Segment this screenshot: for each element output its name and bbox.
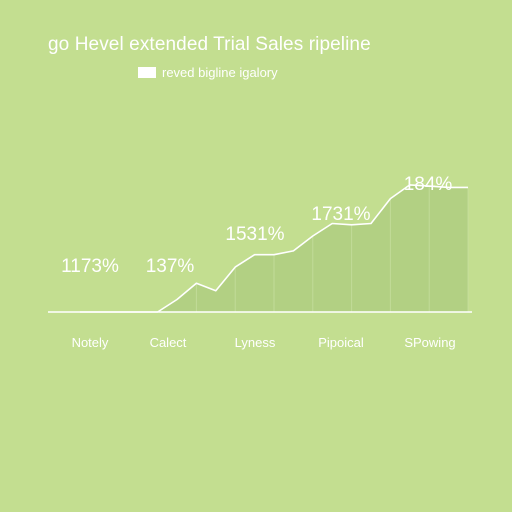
data-label: 184%: [404, 174, 453, 195]
x-tick-label: SPowing: [404, 335, 455, 350]
plot-layer: [48, 184, 472, 313]
x-tick-label: Calect: [150, 335, 187, 350]
x-tick-label: Pipoical: [318, 335, 364, 350]
data-label: 1173%: [61, 256, 119, 277]
legend-swatch: [138, 66, 156, 78]
data-label: 1531%: [225, 224, 284, 245]
chart-title: go Hevel extended Trial Sales ripeline: [48, 34, 371, 55]
x-tick-label: Lyness: [235, 335, 276, 350]
legend-label: reved bigline igalory: [162, 64, 278, 80]
x-tick-label: Notely: [72, 335, 109, 350]
legend: reved bigline igalory: [138, 64, 278, 80]
area-fill: [80, 184, 468, 312]
data-label: 137%: [146, 256, 195, 277]
data-label: 1731%: [311, 204, 370, 225]
label-layer: Notely Calect Lyness Pipoical SPowing 1173% 13…: [61, 174, 456, 350]
